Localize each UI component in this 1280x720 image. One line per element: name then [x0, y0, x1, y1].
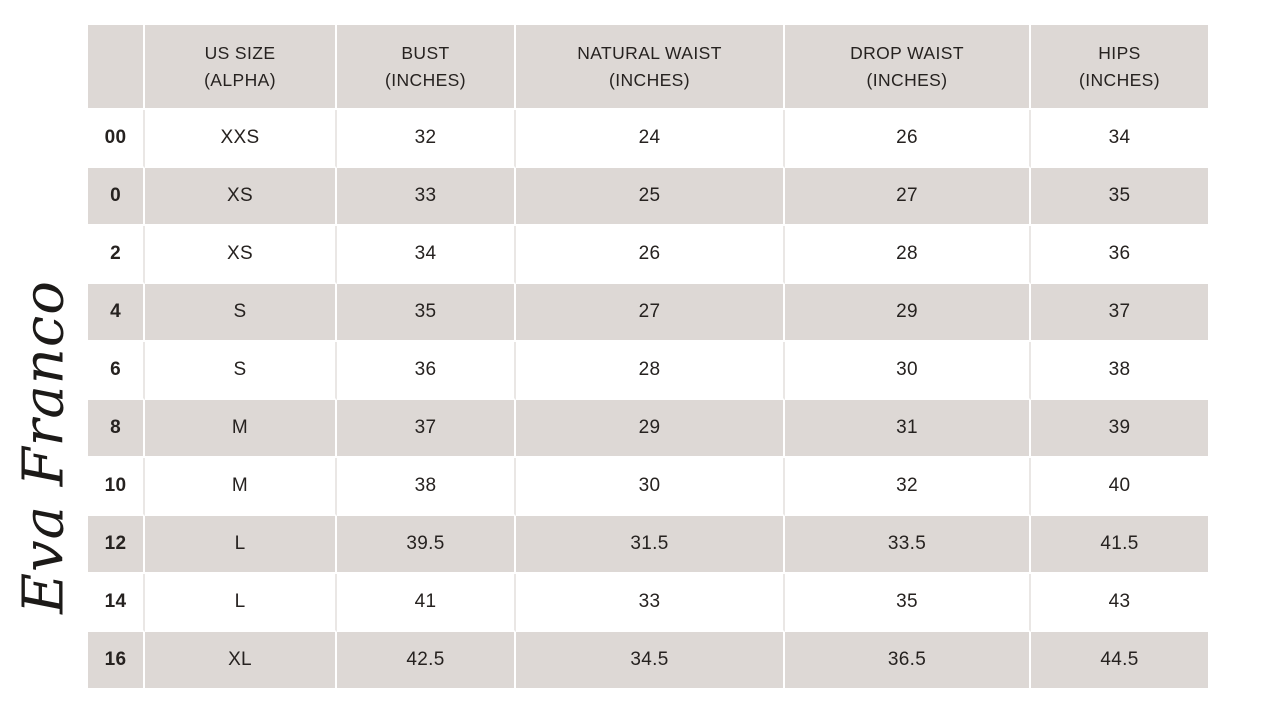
cell-natural-waist: 33	[516, 574, 785, 632]
cell-hips: 44.5	[1031, 632, 1208, 690]
cell-hips: 43	[1031, 574, 1208, 632]
size-number-cell: 0	[88, 168, 145, 226]
cell-bust: 38	[337, 458, 516, 516]
size-number-cell: 4	[88, 284, 145, 342]
cell-natural-waist: 24	[516, 110, 785, 168]
cell-bust: 37	[337, 400, 516, 458]
cell-bust: 42.5	[337, 632, 516, 690]
cell-bust: 41	[337, 574, 516, 632]
size-chart-table: US SIZE (ALPHA) BUST (INCHES) NATURAL WAIS…	[88, 25, 1208, 690]
cell-us-size-alpha: XL	[145, 632, 337, 690]
column-header-us-size-number	[88, 25, 145, 110]
cell-hips: 38	[1031, 342, 1208, 400]
cell-drop-waist: 32	[785, 458, 1031, 516]
cell-natural-waist: 34.5	[516, 632, 785, 690]
cell-drop-waist: 31	[785, 400, 1031, 458]
cell-us-size-alpha: XS	[145, 168, 337, 226]
cell-us-size-alpha: L	[145, 574, 337, 632]
cell-us-size-alpha: XS	[145, 226, 337, 284]
cell-natural-waist: 30	[516, 458, 785, 516]
cell-natural-waist: 27	[516, 284, 785, 342]
size-number-cell: 10	[88, 458, 145, 516]
cell-us-size-alpha: S	[145, 284, 337, 342]
column-header-us-size-alpha: US SIZE (ALPHA)	[145, 25, 337, 110]
cell-drop-waist: 26	[785, 110, 1031, 168]
cell-drop-waist: 36.5	[785, 632, 1031, 690]
cell-hips: 41.5	[1031, 516, 1208, 574]
cell-hips: 36	[1031, 226, 1208, 284]
column-header-drop-waist: DROP WAIST (INCHES)	[785, 25, 1031, 110]
cell-drop-waist: 29	[785, 284, 1031, 342]
cell-us-size-alpha: S	[145, 342, 337, 400]
table-header-row: US SIZE (ALPHA) BUST (INCHES) NATURAL WAIS…	[88, 25, 1208, 110]
table-row: 8 M 37 29 31 39	[88, 400, 1208, 458]
cell-natural-waist: 29	[516, 400, 785, 458]
size-number-cell: 2	[88, 226, 145, 284]
cell-drop-waist: 30	[785, 342, 1031, 400]
size-number-cell: 8	[88, 400, 145, 458]
cell-hips: 40	[1031, 458, 1208, 516]
cell-natural-waist: 28	[516, 342, 785, 400]
cell-drop-waist: 33.5	[785, 516, 1031, 574]
cell-bust: 36	[337, 342, 516, 400]
cell-hips: 34	[1031, 110, 1208, 168]
cell-bust: 32	[337, 110, 516, 168]
cell-bust: 34	[337, 226, 516, 284]
cell-drop-waist: 35	[785, 574, 1031, 632]
size-number-cell: 6	[88, 342, 145, 400]
size-number-cell: 00	[88, 110, 145, 168]
cell-us-size-alpha: M	[145, 400, 337, 458]
size-number-cell: 12	[88, 516, 145, 574]
column-header-hips: HIPS (INCHES)	[1031, 25, 1208, 110]
cell-us-size-alpha: L	[145, 516, 337, 574]
cell-us-size-alpha: XXS	[145, 110, 337, 168]
cell-us-size-alpha: M	[145, 458, 337, 516]
cell-hips: 39	[1031, 400, 1208, 458]
column-header-bust: BUST (INCHES)	[337, 25, 516, 110]
table-row: 6 S 36 28 30 38	[88, 342, 1208, 400]
size-number-cell: 16	[88, 632, 145, 690]
table-row: 14 L 41 33 35 43	[88, 574, 1208, 632]
cell-natural-waist: 31.5	[516, 516, 785, 574]
cell-bust: 33	[337, 168, 516, 226]
table-row: 4 S 35 27 29 37	[88, 284, 1208, 342]
cell-drop-waist: 27	[785, 168, 1031, 226]
brand-logo: Eva Franco	[12, 280, 77, 614]
cell-bust: 39.5	[337, 516, 516, 574]
table-row: 00 XXS 32 24 26 34	[88, 110, 1208, 168]
table-row: 0 XS 33 25 27 35	[88, 168, 1208, 226]
cell-bust: 35	[337, 284, 516, 342]
size-number-cell: 14	[88, 574, 145, 632]
cell-hips: 35	[1031, 168, 1208, 226]
cell-natural-waist: 26	[516, 226, 785, 284]
brand-logo-text: Eva Franco	[11, 280, 77, 614]
cell-hips: 37	[1031, 284, 1208, 342]
table-row: 2 XS 34 26 28 36	[88, 226, 1208, 284]
table-row: 12 L 39.5 31.5 33.5 41.5	[88, 516, 1208, 574]
column-header-natural-waist: NATURAL WAIST (INCHES)	[516, 25, 785, 110]
cell-drop-waist: 28	[785, 226, 1031, 284]
table-row: 10 M 38 30 32 40	[88, 458, 1208, 516]
table-row: 16 XL 42.5 34.5 36.5 44.5	[88, 632, 1208, 690]
cell-natural-waist: 25	[516, 168, 785, 226]
